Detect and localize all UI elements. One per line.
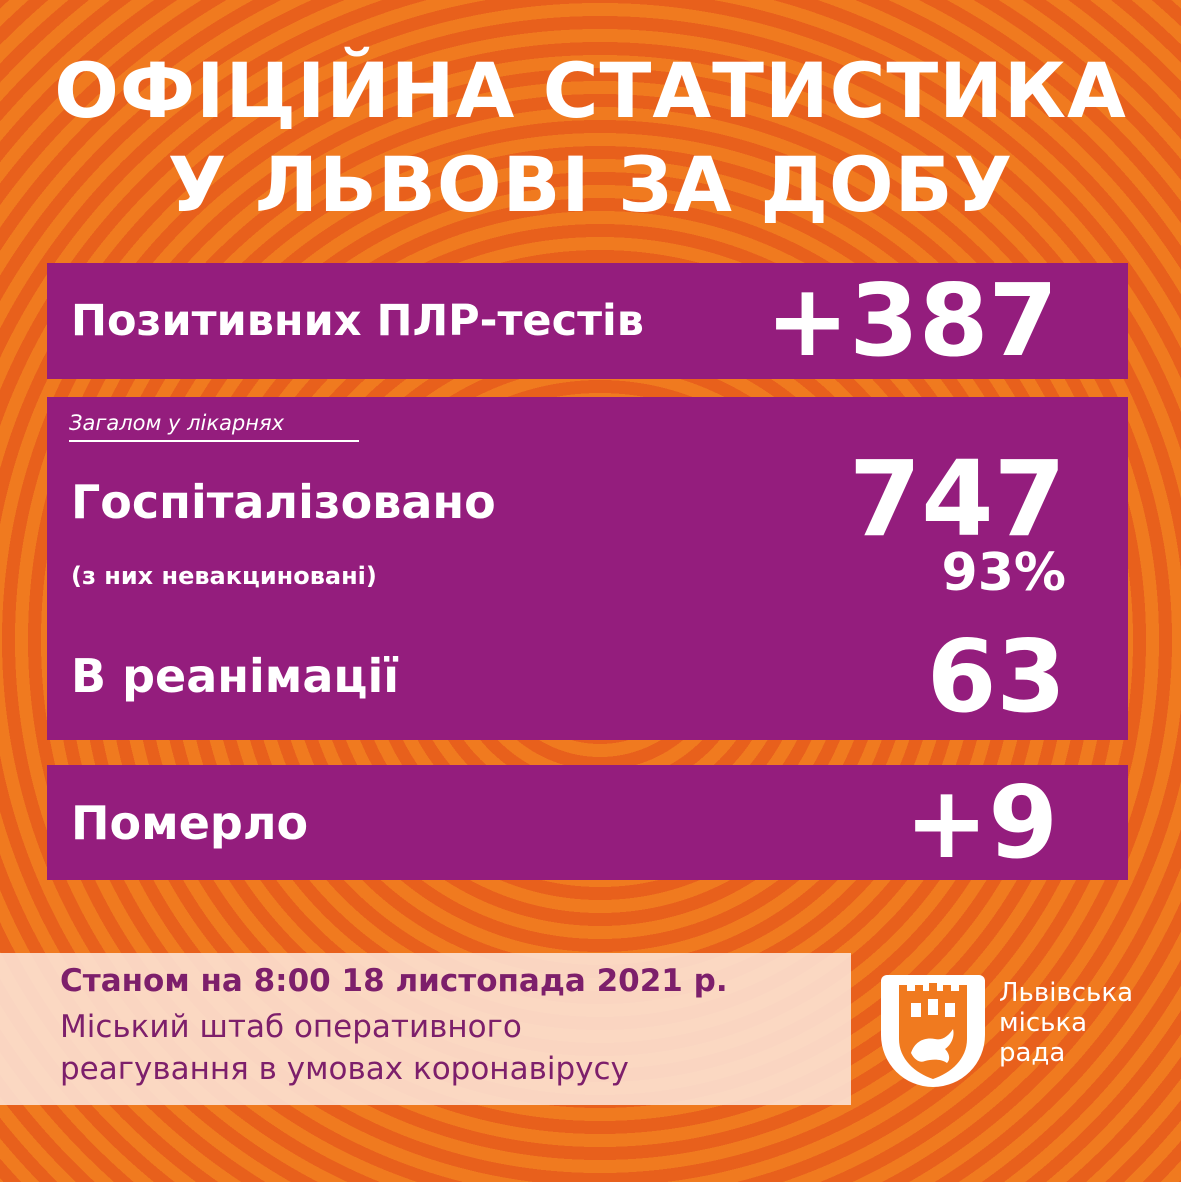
deaths-panel: Померло +9	[47, 764, 1128, 881]
unvaccinated-label: (з них невакциновані)	[71, 562, 377, 590]
hospitalized-value: 747	[848, 438, 1066, 560]
icu-value: 63	[926, 618, 1066, 735]
positive-tests-panel: Позитивних ПЛР-тестів +387	[47, 263, 1128, 379]
deaths-value: +9	[904, 764, 1058, 881]
hospital-panel: Загалом у лікарнях Госпіталізовано 747 (…	[47, 397, 1128, 740]
positive-tests-label: Позитивних ПЛР-тестів	[71, 296, 644, 346]
caption-underline	[69, 440, 359, 442]
unvaccinated-value: 93%	[941, 543, 1066, 603]
lviv-coat-of-arms-icon	[881, 975, 985, 1087]
footer-organization-line-1: Міський штаб оперативного	[60, 1009, 522, 1045]
icu-label: В реанімації	[71, 649, 400, 703]
logo-line-2: міська	[999, 1008, 1088, 1038]
footer-organization-line-2: реагування в умовах коронавірусу	[60, 1051, 629, 1087]
logo-line-3: рада	[999, 1038, 1066, 1068]
footer-box: Станом на 8:00 18 листопада 2021 р. Місь…	[0, 953, 851, 1105]
headline-line-1: ОФІЦІЙНА СТАТИСТИКА	[54, 46, 1127, 135]
footer-date: Станом на 8:00 18 листопада 2021 р.	[60, 963, 728, 999]
city-council-logo-text: Львівська міська рада	[999, 978, 1133, 1068]
coat-of-arms-graphic	[899, 983, 967, 1079]
hospitalized-label: Госпіталізовано	[71, 475, 496, 529]
headline-line-2: У ЛЬВОВІ ЗА ДОБУ	[167, 140, 1014, 229]
hospital-caption: Загалом у лікарнях	[69, 411, 285, 435]
positive-tests-value: +387	[765, 262, 1058, 379]
logo-line-1: Львівська	[999, 978, 1133, 1008]
deaths-label: Померло	[71, 796, 309, 850]
